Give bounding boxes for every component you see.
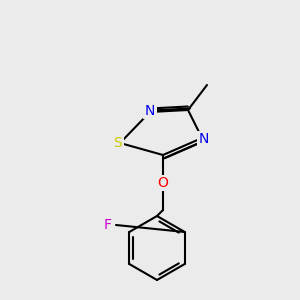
Text: S: S <box>114 136 122 150</box>
Text: F: F <box>104 218 112 232</box>
Text: N: N <box>199 132 209 146</box>
Text: N: N <box>145 104 155 118</box>
Text: O: O <box>158 176 168 190</box>
